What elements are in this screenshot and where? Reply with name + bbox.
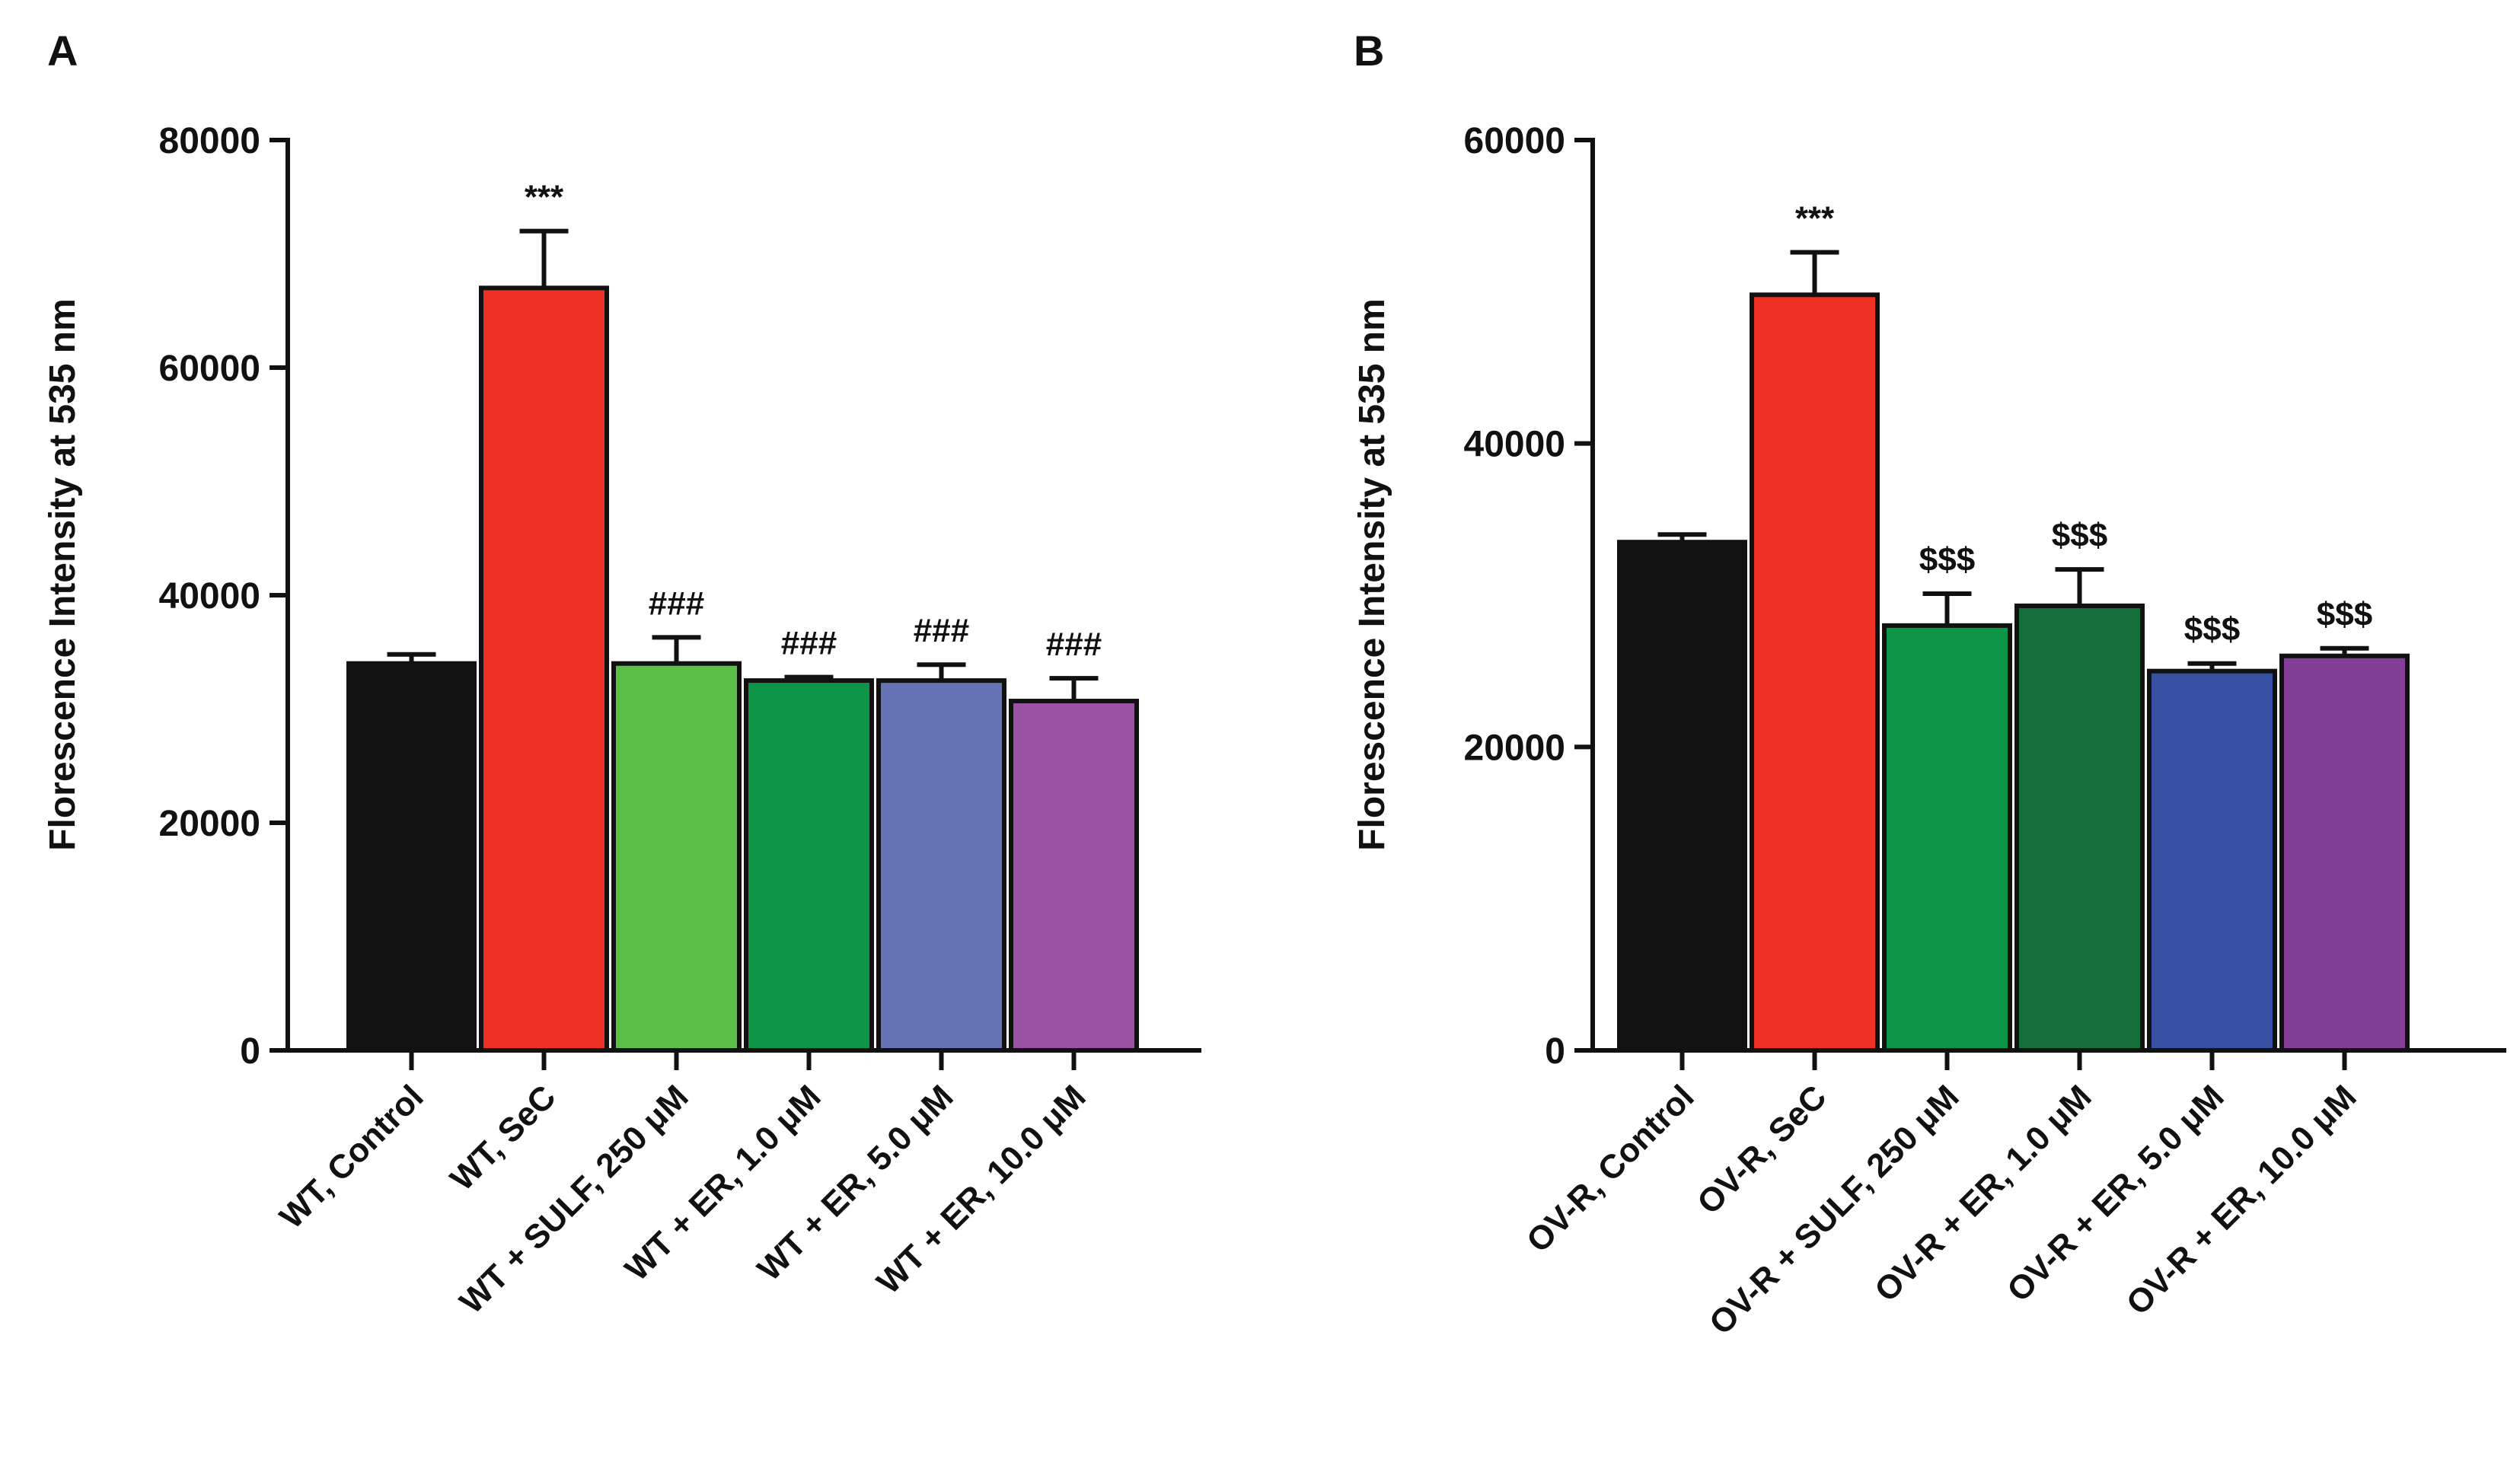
- panel-a-bar: [346, 661, 477, 1053]
- panel-b-y-tick-label: 40000: [1464, 425, 1565, 465]
- panel-a-error-bar: [917, 662, 966, 681]
- panel-b-y-axis-label: Florescence Intensity at 535 nm: [1352, 298, 1392, 851]
- panel-b-x-tick-label: OV-R, Control: [1520, 1078, 1702, 1260]
- panel-b-letter: B: [1354, 27, 1384, 75]
- panel-b-significance-label: $$$: [2052, 517, 2107, 554]
- panel-a-y-tick-label: 60000: [159, 349, 260, 389]
- panel-b-x-tick-label: OV-R + SULF, 250 μM: [1702, 1078, 1967, 1342]
- panel-b-x-tick-label: OV-R + ER, 10.0 μM: [2120, 1078, 2364, 1322]
- panel-a-x-tick-label: WT, Control: [273, 1078, 430, 1235]
- panel-a-bar: [876, 678, 1006, 1053]
- panel-a-error-bar: [519, 228, 569, 288]
- panel-a-bar: [479, 285, 609, 1053]
- panel-b-bar: [2279, 653, 2410, 1053]
- panel-b-bar: [1882, 623, 2012, 1053]
- panel-b-significance-label: ***: [1795, 200, 1835, 237]
- panel-a-chart: A Florescence Intensity at 535 nm 0 20000…: [43, 27, 1201, 1321]
- panel-a-bar: [1009, 699, 1139, 1053]
- panel-a-bar: [611, 661, 742, 1053]
- panel-a-error-bar: [784, 674, 834, 681]
- panel-b-x-tick-label: OV-R + ER, 1.0 μM: [1868, 1078, 2099, 1309]
- panel-a-x-tick-label: WT + SULF, 250 μM: [453, 1078, 696, 1321]
- panel-b-y-tick-label: 0: [1545, 1031, 1565, 1072]
- panel-b-chart: B Florescence Intensity at 535 nm 0 20000…: [1352, 27, 2506, 1342]
- panel-a-y-tick-label: 20000: [159, 804, 260, 844]
- panel-a-significance-label: ***: [525, 179, 564, 216]
- panel-a-significance-label: ###: [649, 585, 704, 622]
- panel-b-error-bar: [2055, 567, 2104, 606]
- panel-a-significance-label: ###: [1046, 626, 1102, 663]
- panel-b-y-tick-label: 20000: [1464, 728, 1565, 768]
- panel-b-y-tick-label: 60000: [1464, 121, 1565, 161]
- panel-a-error-bar: [1049, 676, 1099, 702]
- panel-a-x-tick-label: WT, SeC: [443, 1078, 563, 1197]
- panel-b-error-bar: [1657, 532, 1707, 543]
- panel-b-x-tick-label: OV-R + ER, 5.0 μM: [2000, 1078, 2231, 1309]
- panel-b-significance-label: $$$: [2317, 596, 2372, 633]
- panel-b-error-bar: [1922, 591, 1972, 626]
- panel-a-bar: [744, 678, 874, 1053]
- panel-b-bar: [1750, 292, 1880, 1053]
- panel-b-significance-label: $$$: [2184, 611, 2240, 648]
- panel-a-y-tick-label: 0: [240, 1031, 260, 1072]
- panel-a-letter: A: [47, 27, 78, 75]
- panel-a-significance-label: ###: [781, 625, 837, 662]
- panel-a-error-bar: [387, 652, 436, 664]
- panel-b-error-bar: [2187, 661, 2237, 671]
- panel-a-y-tick-label: 80000: [159, 121, 260, 161]
- panel-a-significance-label: ###: [914, 612, 969, 649]
- panel-a-y-tick-label: 40000: [159, 576, 260, 617]
- panel-b-error-bar: [2320, 645, 2369, 656]
- panel-b-bar: [1617, 540, 1747, 1053]
- panel-b-bar: [2014, 603, 2145, 1053]
- panel-b-significance-label: $$$: [1919, 541, 1975, 578]
- panel-a-y-axis-label: Florescence Intensity at 535 nm: [43, 298, 83, 851]
- panel-b-bar: [2147, 668, 2277, 1053]
- panel-b-error-bar: [1790, 250, 1839, 295]
- panel-a-error-bar: [652, 635, 701, 664]
- panel-b-x-tick-label: OV-R, SeC: [1690, 1078, 1834, 1222]
